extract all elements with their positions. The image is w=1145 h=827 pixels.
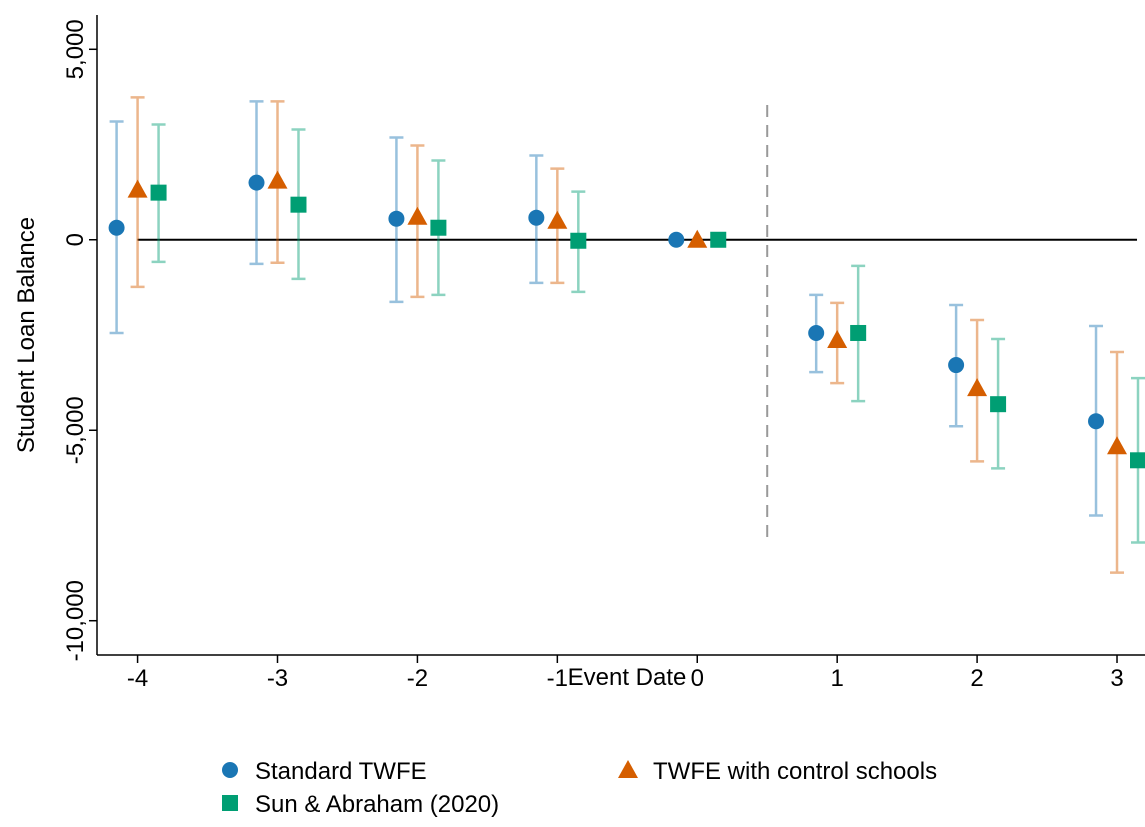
point <box>570 232 587 249</box>
legend-marker <box>222 795 238 811</box>
point <box>827 330 848 349</box>
x-tick-label: 1 <box>830 665 843 692</box>
legend-label: Sun & Abraham (2020) <box>255 791 499 818</box>
x-tick-label: 0 <box>691 665 704 692</box>
point <box>710 231 727 248</box>
point <box>1130 452 1145 469</box>
point <box>990 396 1007 413</box>
x-tick-label: 2 <box>970 665 983 692</box>
x-axis-label: Event Date <box>568 664 687 691</box>
point <box>547 210 568 229</box>
y-tick-label: 5,000 <box>62 19 89 79</box>
error-bar <box>1110 350 1125 574</box>
point <box>967 378 988 397</box>
point <box>668 231 685 248</box>
point <box>808 324 825 341</box>
point <box>1107 436 1128 455</box>
point <box>290 196 307 213</box>
x-tick-label: -3 <box>267 665 288 692</box>
y-tick-label: -5,000 <box>62 396 89 464</box>
point <box>267 170 288 189</box>
x-tick-label: -1 <box>547 665 568 692</box>
point <box>850 324 867 341</box>
legend-marker <box>222 762 238 778</box>
point <box>528 209 545 226</box>
point <box>127 179 148 198</box>
legend-label: Standard TWFE <box>255 758 427 785</box>
y-axis-label: Student Loan Balance <box>13 217 40 453</box>
point <box>150 184 167 201</box>
point <box>430 219 447 236</box>
y-tick-label: 0 <box>62 233 89 246</box>
point <box>248 174 265 191</box>
x-tick-label: 3 <box>1110 665 1123 692</box>
point <box>1088 413 1105 430</box>
x-tick-label: -4 <box>127 665 148 692</box>
point <box>388 210 405 227</box>
legend-marker <box>618 760 638 778</box>
x-tick-label: -2 <box>407 665 428 692</box>
point <box>108 219 125 236</box>
legend-label: TWFE with control schools <box>653 758 937 785</box>
point <box>948 357 965 374</box>
point <box>687 229 708 248</box>
point <box>407 206 428 225</box>
y-tick-label: -10,000 <box>62 580 89 661</box>
